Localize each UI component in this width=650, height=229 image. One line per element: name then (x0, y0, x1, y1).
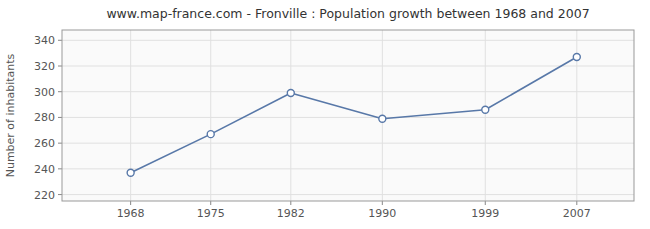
grid (62, 30, 634, 201)
tick-mark (58, 40, 62, 41)
tick-label: 2007 (563, 207, 591, 220)
point (287, 90, 294, 97)
tick-label: 220 (34, 189, 55, 202)
tick-mark (58, 66, 62, 67)
grid-line (290, 30, 291, 201)
chart-container: 220 240 260 280 300 320 340 1968 1975 1982 1990 199… (0, 0, 650, 229)
point (573, 54, 580, 61)
grid-line (62, 40, 634, 41)
tick-label: 1982 (277, 207, 305, 220)
tick-mark (576, 201, 577, 205)
tick-label: 1975 (197, 207, 225, 220)
tick-mark (485, 201, 486, 205)
tick-mark (290, 201, 291, 205)
grid-line (62, 117, 634, 118)
point (127, 169, 134, 176)
point (482, 106, 489, 113)
tick-label: 240 (34, 163, 55, 176)
plot-frame (62, 30, 634, 201)
axis-label: Number of inhabitants (4, 53, 17, 177)
tick-mark (58, 168, 62, 169)
tick-mark (58, 117, 62, 118)
line (131, 57, 577, 173)
tick-label: 340 (34, 34, 55, 47)
tick-label: 320 (34, 60, 55, 73)
tick-label: 1999 (471, 207, 499, 220)
grid-line (62, 168, 634, 169)
tick-label: 1968 (117, 207, 145, 220)
grid-line (485, 30, 486, 201)
grid-line (62, 143, 634, 144)
tick-label: 260 (34, 137, 55, 150)
tick-label: 280 (34, 111, 55, 124)
tick-mark (210, 201, 211, 205)
title: www.map-france.com - Fronville : Populat… (106, 6, 589, 21)
axes: 220 240 260 280 300 320 340 1968 1975 1982 1990 199… (34, 30, 634, 220)
point (207, 131, 214, 138)
grid-line (62, 66, 634, 67)
point (379, 115, 386, 122)
tick-mark (58, 194, 62, 195)
tick-label: 300 (34, 86, 55, 99)
grid-line (210, 30, 211, 201)
grid-line (62, 91, 634, 92)
tick-mark (58, 143, 62, 144)
plot-area (62, 30, 634, 201)
chart: 220 240 260 280 300 320 340 1968 1975 1982 1990 199… (0, 0, 650, 229)
tick-label: 1990 (368, 207, 396, 220)
tick-mark (382, 201, 383, 205)
series (127, 54, 580, 177)
tick-mark (130, 201, 131, 205)
tick-mark (58, 91, 62, 92)
grid-line (62, 194, 634, 195)
